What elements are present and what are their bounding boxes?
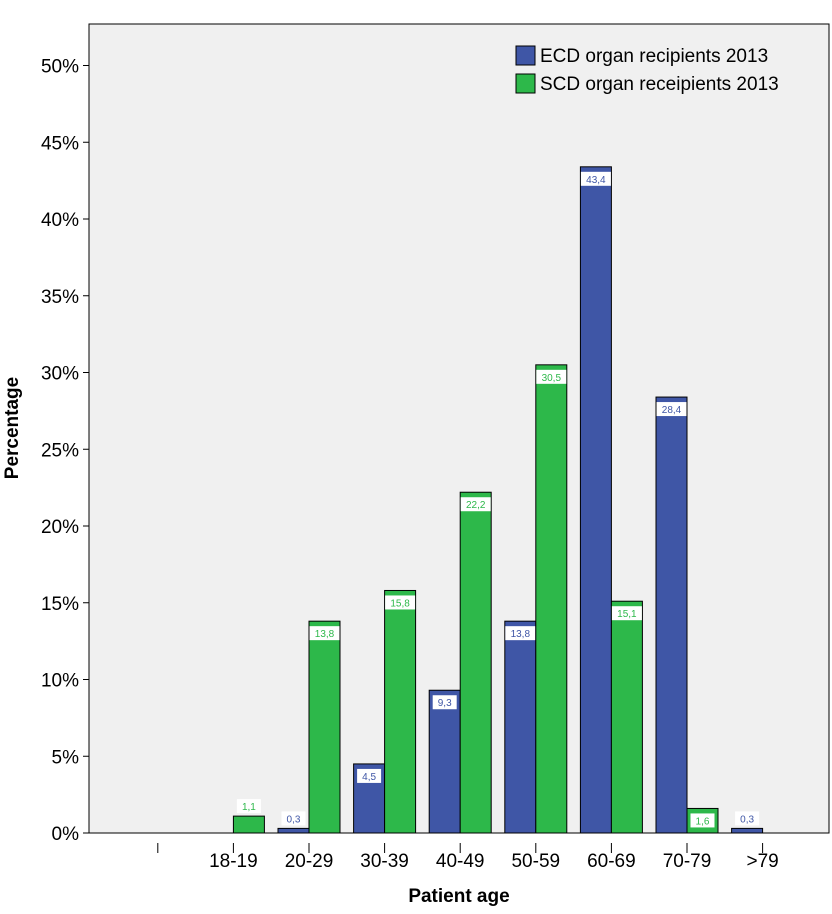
data-label-bg (357, 768, 382, 783)
legend: ECD organ recipients 2013 SCD organ recei… (515, 45, 779, 95)
y-tick-label: 0% (52, 824, 80, 845)
data-label-bg (385, 595, 416, 610)
data-label: 22,2 (466, 500, 486, 511)
bar-scd (308, 620, 341, 834)
x-axis: 18-19 20-29 30-39 40-49 50-59 60-69 70-79 >79 (157, 843, 779, 872)
data-label: 30,5 (542, 373, 562, 384)
x-tick-label: >79 (746, 851, 778, 872)
bar-scd (384, 589, 417, 834)
y-tick-label: 10% (41, 671, 79, 692)
data-label: 13,8 (315, 629, 335, 640)
y-axis: 0% 5% 10% 15% 20% 25% 30% 35% 40% 45% 50% (41, 57, 89, 845)
x-tick-label: 50-59 (511, 851, 560, 872)
y-tick-label: 30% (41, 364, 79, 385)
x-tick-label: 60-69 (587, 851, 636, 872)
y-tick-label: 20% (41, 517, 79, 538)
data-label-bg (611, 606, 642, 621)
legend-label: ECD organ recipients 2013 (540, 46, 768, 67)
data-label-bg (735, 811, 760, 826)
data-label-bg (460, 497, 491, 512)
data-label: 13,8 (511, 629, 531, 640)
data-label-bg (432, 695, 457, 710)
x-tick-label: 30-39 (360, 851, 409, 872)
data-label: 0,3 (740, 814, 754, 825)
y-tick-label: 45% (41, 133, 79, 154)
y-tick-label: 5% (52, 747, 80, 768)
y-tick-label: 40% (41, 210, 79, 231)
x-tick-label: 18-19 (209, 851, 258, 872)
y-tick-label: 25% (41, 440, 79, 461)
bar-scd (459, 491, 492, 834)
bar-scd (535, 364, 568, 834)
bar-ecd (731, 827, 764, 834)
data-label: 15,8 (390, 598, 410, 609)
data-label: 0,3 (287, 814, 301, 825)
bar-scd (232, 815, 265, 834)
y-tick-label: 35% (41, 287, 79, 308)
data-label-bg (656, 402, 687, 417)
bar-ecd (428, 689, 461, 834)
data-label: 9,3 (438, 698, 452, 709)
data-label-bg (281, 811, 306, 826)
legend-swatch (515, 45, 536, 66)
x-tick-label: 70-79 (663, 851, 712, 872)
y-tick-label: 50% (41, 57, 79, 78)
y-axis-title: Percentage (2, 377, 23, 479)
data-label: 15,1 (617, 609, 637, 620)
bars-layer: 0,3 4,5 9,3 13,8 43,4 28,4 0,3 1,1 13,8 15,8 22,2 3… (232, 166, 764, 834)
data-label-bg (236, 799, 261, 814)
legend-swatch (515, 73, 536, 94)
data-label-bg (309, 626, 340, 641)
bar-ecd (579, 166, 612, 834)
x-tick-label: 40-49 (436, 851, 485, 872)
data-label-bg (505, 626, 536, 641)
data-label-bg (690, 813, 715, 828)
bar-ecd (504, 620, 537, 834)
y-tick-label: 15% (41, 594, 79, 615)
bar-scd (610, 600, 643, 834)
data-label: 43,4 (586, 175, 606, 186)
data-label: 4,5 (362, 772, 376, 783)
data-label: 28,4 (662, 405, 682, 416)
bar-ecd (655, 396, 688, 834)
x-axis-title: Patient age (408, 886, 509, 907)
data-label-bg (580, 171, 611, 186)
data-label: 1,6 (696, 816, 710, 827)
x-tick-label: 20-29 (285, 851, 334, 872)
bar-ecd (277, 827, 310, 834)
legend-label: SCD organ receipients 2013 (540, 74, 779, 95)
data-label-bg (536, 369, 567, 384)
data-label: 1,1 (242, 802, 256, 813)
